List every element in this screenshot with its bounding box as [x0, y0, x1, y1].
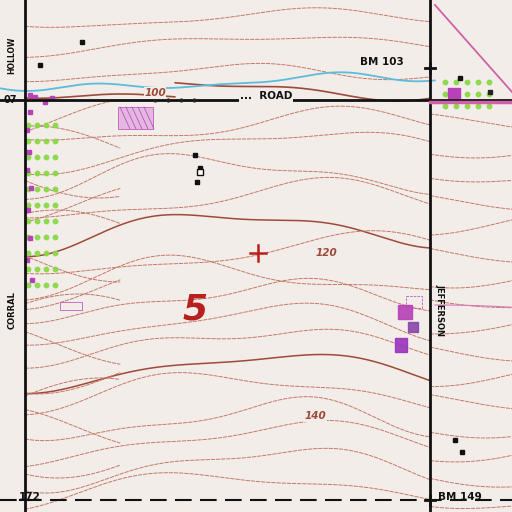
Text: BM 149: BM 149 — [438, 492, 482, 502]
Bar — [408, 322, 418, 332]
Bar — [395, 338, 407, 352]
Text: 140: 140 — [305, 411, 327, 421]
Bar — [60, 302, 82, 310]
Text: CORRAL: CORRAL — [8, 291, 16, 329]
Bar — [398, 305, 412, 319]
Text: 5: 5 — [182, 293, 207, 327]
Text: ...  ROAD: ... ROAD — [240, 91, 292, 101]
Text: 172: 172 — [19, 492, 41, 502]
Bar — [406, 296, 422, 308]
Bar — [118, 107, 153, 129]
Text: JEFFERSON: JEFFERSON — [436, 284, 444, 336]
Text: HOLLOW: HOLLOW — [8, 36, 16, 74]
Text: 07: 07 — [3, 95, 16, 105]
Text: 100: 100 — [144, 88, 166, 98]
Text: 120: 120 — [316, 248, 338, 258]
Bar — [448, 88, 460, 98]
Text: BM 103: BM 103 — [360, 57, 404, 67]
